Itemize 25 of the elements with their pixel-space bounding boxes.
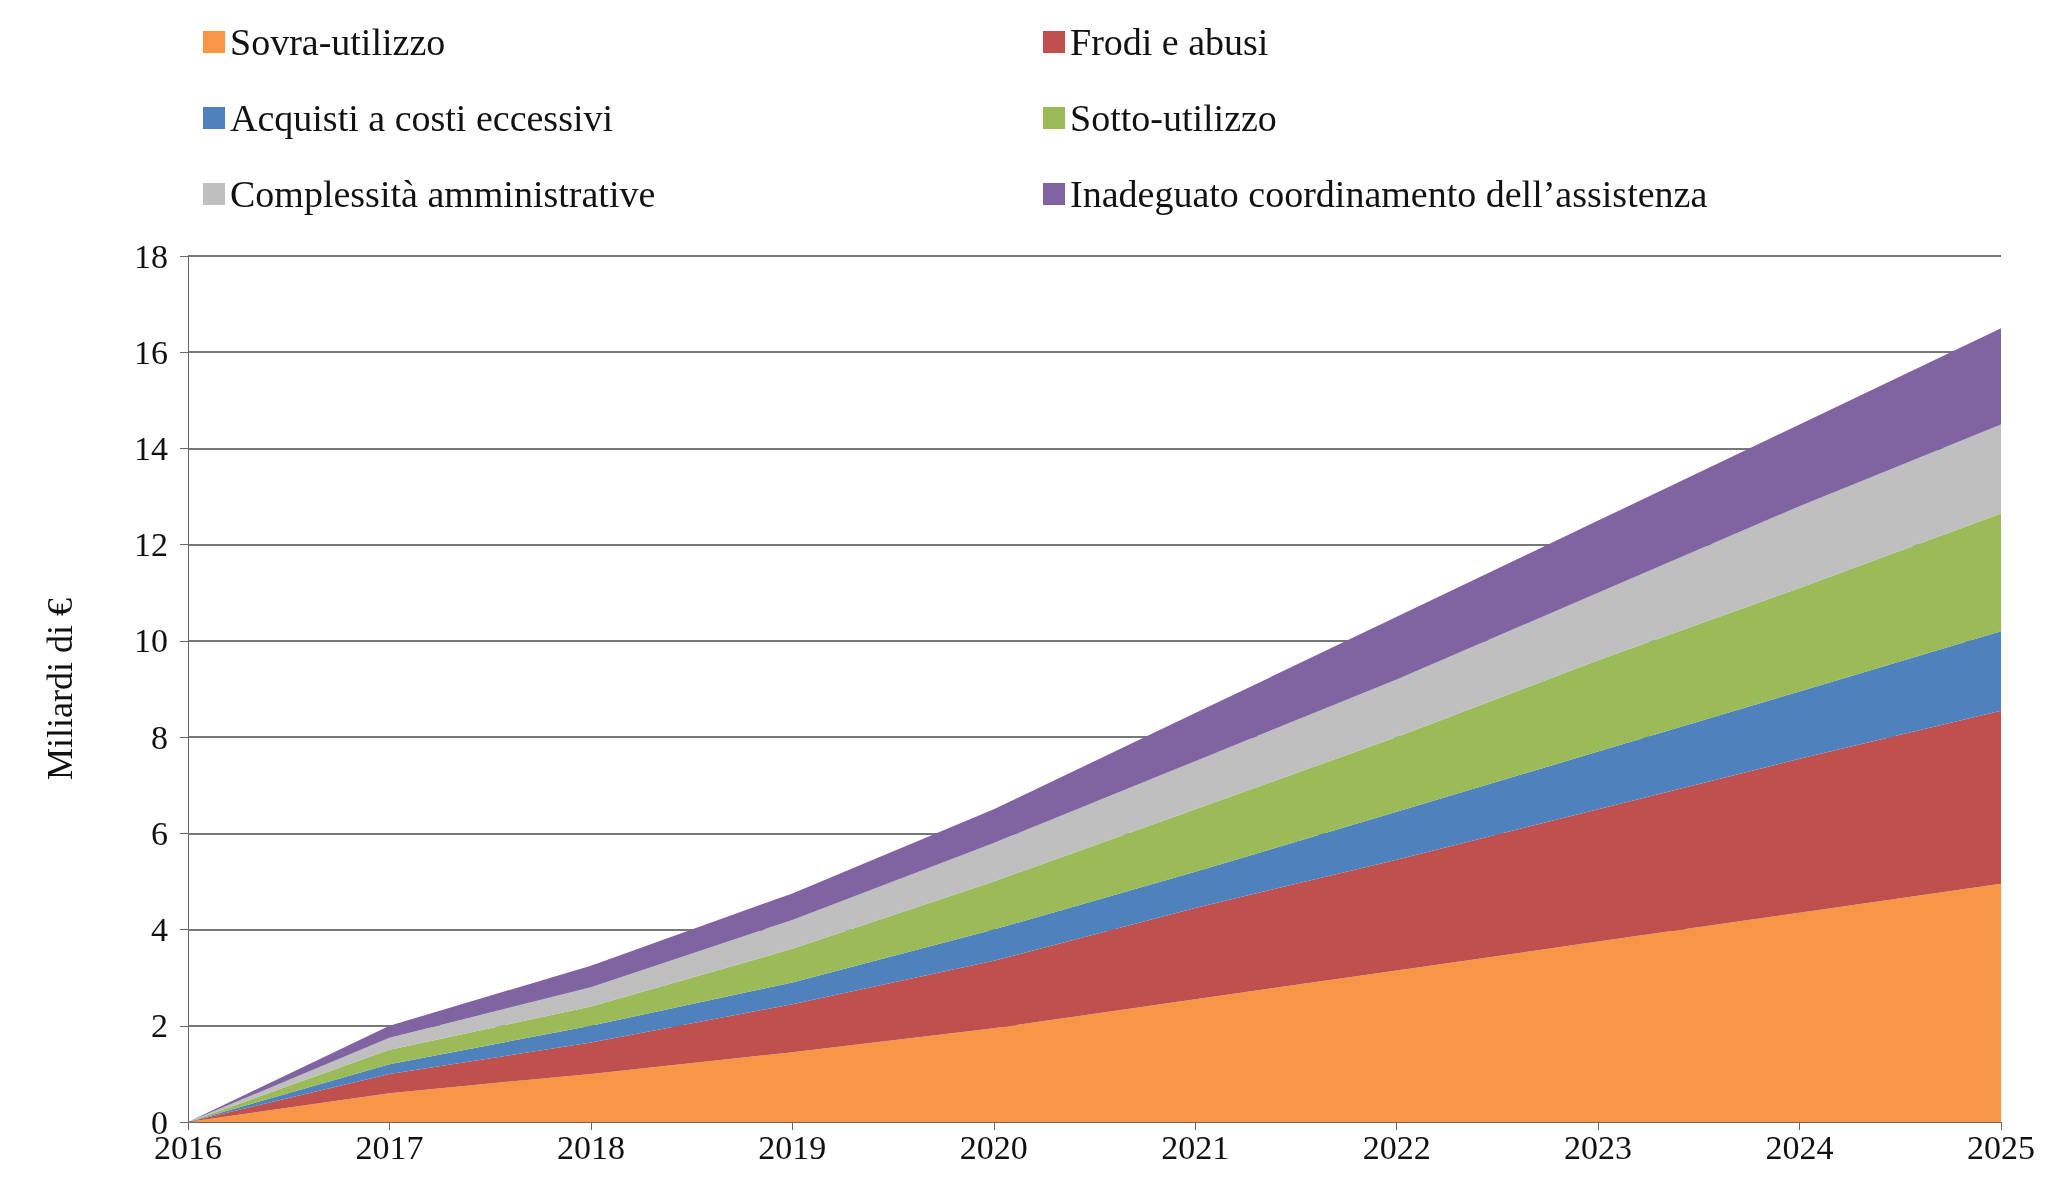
x-tick-label: 2025 xyxy=(1967,1128,2035,1166)
x-tick-label: 2021 xyxy=(1161,1128,1230,1166)
x-tick-label: 2023 xyxy=(1564,1128,1633,1166)
y-tick-label: 8 xyxy=(151,718,168,756)
legend-label: Acquisti a costi eccessivi xyxy=(230,97,614,139)
y-tick-label: 14 xyxy=(134,429,168,467)
y-tick-label: 18 xyxy=(134,237,168,275)
x-tick-label: 2024 xyxy=(1765,1128,1834,1166)
y-axis-title: Miliardi di € xyxy=(40,598,80,780)
y-tick-label: 10 xyxy=(134,622,168,660)
x-tick-label: 2020 xyxy=(959,1128,1028,1166)
legend-label: Complessità amministrative xyxy=(230,173,656,215)
y-tick-label: 6 xyxy=(151,814,168,852)
y-tick-label: 2 xyxy=(151,1007,168,1045)
legend-label: Inadeguato coordinamento dell’assistenza xyxy=(1070,173,1708,215)
y-tick-label: 16 xyxy=(134,333,168,371)
legend-label: Sovra-utilizzo xyxy=(230,21,446,63)
legend-label: Frodi e abusi xyxy=(1070,21,1269,63)
x-tick-label: 2017 xyxy=(355,1128,424,1166)
y-tick-label: 12 xyxy=(134,526,168,564)
x-tick-label: 2019 xyxy=(758,1128,827,1166)
x-tick-label: 2018 xyxy=(556,1128,625,1166)
y-tick-label: 4 xyxy=(151,911,168,949)
legend-label: Sotto-utilizzo xyxy=(1070,97,1277,139)
x-tick-label: 2022 xyxy=(1362,1128,1431,1166)
